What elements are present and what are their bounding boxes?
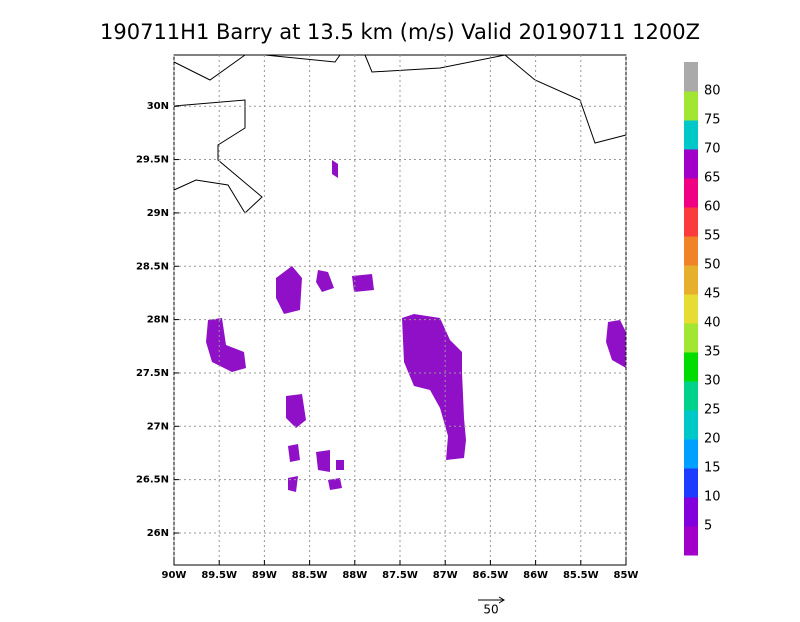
echo xyxy=(288,476,298,492)
echo xyxy=(276,266,302,314)
colorbar-label: 80 xyxy=(704,84,721,99)
colorbar-label: 70 xyxy=(704,142,721,157)
x-tick-label: 89.5W xyxy=(201,570,237,581)
colorbar-label: 20 xyxy=(704,432,721,447)
colorbar-label: 65 xyxy=(704,171,721,186)
colorbar-label: 25 xyxy=(704,403,721,418)
colorbar-label: 75 xyxy=(704,113,721,128)
wind-echoes xyxy=(206,160,626,492)
colorbar-segment xyxy=(684,236,698,266)
echo xyxy=(328,478,342,490)
colorbar-label: 55 xyxy=(704,229,721,244)
echo xyxy=(606,320,626,368)
y-tick-label: 26N xyxy=(147,528,169,539)
colorbar-segment xyxy=(684,178,698,208)
y-tick-label: 27.5N xyxy=(136,368,169,379)
y-tick-label: 29N xyxy=(147,208,169,219)
y-tick-label: 30N xyxy=(147,101,169,112)
colorbar-segment xyxy=(684,91,698,121)
colorbar-segment xyxy=(684,410,698,440)
colorbar-segment xyxy=(684,439,698,469)
echo xyxy=(336,460,344,470)
x-tick-label: 86.5W xyxy=(473,570,509,581)
colorbar-segment xyxy=(684,120,698,150)
echo xyxy=(286,394,306,428)
title: 190711H1 Barry at 13.5 km (m/s) Valid 20… xyxy=(100,20,700,44)
colorbar-label: 50 xyxy=(704,258,721,273)
colorbar-segment xyxy=(684,352,698,382)
colorbar-label: 60 xyxy=(704,200,721,215)
map-content xyxy=(173,54,627,604)
coastline xyxy=(173,54,246,81)
colorbar-segment xyxy=(684,265,698,295)
x-tick-label: 89W xyxy=(252,570,277,581)
vector-scale-label: 50 xyxy=(483,603,498,617)
x-tick-label: 87.5W xyxy=(382,570,418,581)
colorbar-label: 30 xyxy=(704,374,721,389)
colorbar-label: 40 xyxy=(704,316,721,331)
colorbar-segment xyxy=(684,62,698,92)
colorbar-segment xyxy=(684,526,698,556)
y-tick-label: 27N xyxy=(147,421,169,432)
coastline xyxy=(364,54,627,144)
echo xyxy=(288,444,300,462)
echo xyxy=(316,270,334,292)
vector-scale-arrowhead xyxy=(498,596,505,604)
echo xyxy=(402,314,466,460)
y-tick-label: 28.5N xyxy=(136,261,169,272)
echo xyxy=(206,318,246,372)
x-tick-label: 88W xyxy=(342,570,367,581)
colorbar-segment xyxy=(684,497,698,527)
colorbar-label: 5 xyxy=(704,519,712,534)
x-tick-label: 86W xyxy=(523,570,548,581)
x-tick-label: 87W xyxy=(433,570,458,581)
x-tick-label: 85.5W xyxy=(563,570,599,581)
x-tick-label: 88.5W xyxy=(292,570,328,581)
colorbar-segment xyxy=(684,381,698,411)
y-tick-label: 28N xyxy=(147,315,169,326)
echo xyxy=(316,450,330,472)
colorbar-segment xyxy=(684,294,698,324)
colorbar-label: 45 xyxy=(704,287,721,302)
colorbar-label: 35 xyxy=(704,345,721,360)
coastline xyxy=(264,54,341,63)
coastline xyxy=(173,99,263,214)
colorbar-label: 15 xyxy=(704,461,721,476)
x-tick-label: 85W xyxy=(614,570,639,581)
colorbar-segment xyxy=(684,207,698,237)
colorbar-label: 10 xyxy=(704,490,721,505)
colorbar-segment xyxy=(684,149,698,179)
colorbar-segment xyxy=(684,323,698,353)
x-tick-label: 90W xyxy=(162,570,187,581)
echo xyxy=(332,160,338,178)
y-tick-label: 29.5N xyxy=(136,155,169,166)
colorbar-segment xyxy=(684,468,698,498)
y-tick-label: 26.5N xyxy=(136,475,169,486)
echo xyxy=(352,274,374,292)
